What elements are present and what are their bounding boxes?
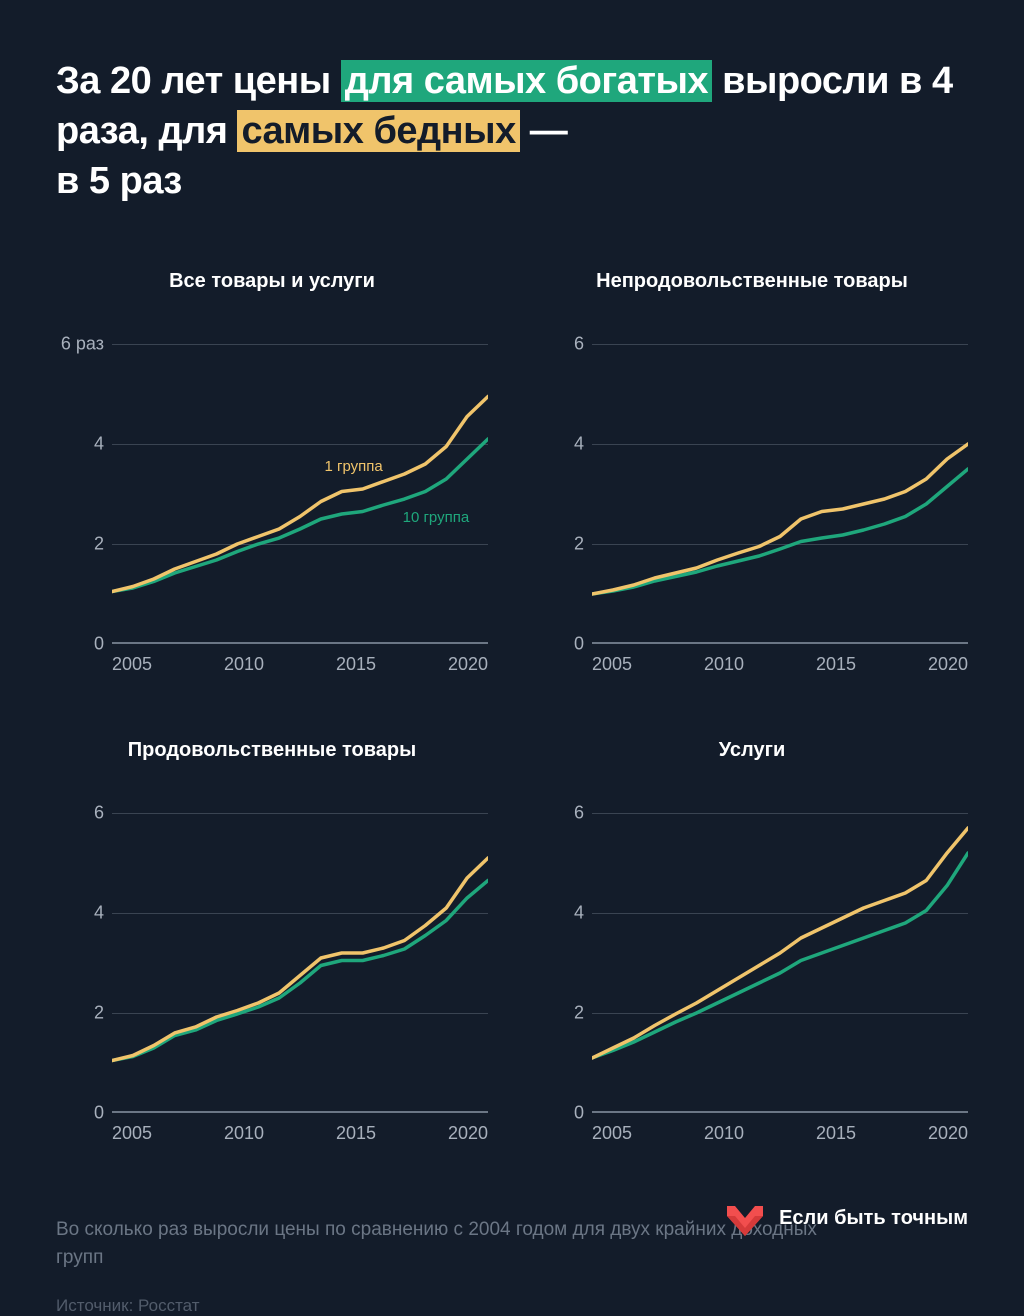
- y-tick-label: 6: [536, 334, 584, 355]
- brand-block: Если быть точным: [725, 1200, 968, 1236]
- y-tick-label: 2: [56, 534, 104, 555]
- footnote: Во сколько раз выросли цены по сравнению…: [56, 1216, 836, 1271]
- y-tick-label: 6: [536, 803, 584, 824]
- y-tick-label: 4: [56, 434, 104, 455]
- y-tick-label: 0: [536, 634, 584, 655]
- x-tick-label: 2015: [816, 654, 856, 675]
- line-poor: [112, 397, 488, 592]
- plot-area: 0246: [592, 344, 968, 644]
- y-tick-label: 4: [56, 903, 104, 924]
- line-poor: [592, 444, 968, 594]
- chart-title: Непродовольственные товары: [536, 270, 968, 324]
- chart-nonfood: Непродовольственные товары02462005201020…: [536, 270, 968, 675]
- source-text: Источник: Росстат: [56, 1296, 968, 1316]
- title-highlight-rich: для самых богатых: [341, 60, 712, 102]
- y-tick-label: 2: [536, 1003, 584, 1024]
- x-tick-label: 2020: [448, 1123, 488, 1144]
- y-tick-label: 4: [536, 903, 584, 924]
- x-tick-label: 2015: [336, 1123, 376, 1144]
- x-tick-label: 2015: [336, 654, 376, 675]
- x-tick-label: 2020: [448, 654, 488, 675]
- line-canvas: [592, 344, 968, 644]
- y-tick-label: 2: [536, 534, 584, 555]
- line-canvas: [112, 813, 488, 1113]
- y-tick-label: 2: [56, 1003, 104, 1024]
- x-tick-label: 2010: [224, 654, 264, 675]
- x-tick-row: 2005 2010 2015 2020: [592, 1123, 968, 1144]
- title-part4: в 5 раз: [56, 160, 182, 202]
- x-tick-label: 2015: [816, 1123, 856, 1144]
- y-tick-label: 0: [56, 634, 104, 655]
- line-canvas: [112, 344, 488, 644]
- y-tick-label: 0: [536, 1103, 584, 1124]
- chart-title: Все товары и услуги: [56, 270, 488, 324]
- x-tick-label: 2010: [224, 1123, 264, 1144]
- brand-text: Если быть точным: [779, 1207, 968, 1230]
- x-tick-row: 2005 2010 2015 2020: [112, 1123, 488, 1144]
- x-tick-label: 2020: [928, 1123, 968, 1144]
- title-part3: —: [530, 110, 568, 152]
- line-poor: [592, 828, 968, 1058]
- x-tick-row: 2005 2010 2015 2020: [112, 654, 488, 675]
- chart-all: Все товары и услуги 0 2 4 6 раз 1 группа 10 гр…: [56, 270, 488, 675]
- x-tick-label: 2005: [592, 654, 632, 675]
- line-poor: [112, 858, 488, 1061]
- x-tick-label: 2005: [112, 654, 152, 675]
- chart-food: Продовольственные товары0246200520102015…: [56, 739, 488, 1144]
- x-tick-label: 2020: [928, 654, 968, 675]
- x-tick-label: 2005: [592, 1123, 632, 1144]
- line-rich: [112, 881, 488, 1061]
- charts-grid: Все товары и услуги 0 2 4 6 раз 1 группа 10 гр…: [56, 270, 968, 1144]
- main-title: За 20 лет цены для самых богатых выросли…: [56, 56, 968, 206]
- x-tick-label: 2010: [704, 654, 744, 675]
- title-highlight-poor: самых бедных: [237, 110, 519, 152]
- series-label-rich: 10 группа: [403, 509, 470, 526]
- chart-title: Услуги: [536, 739, 968, 793]
- y-tick-label: 0: [56, 1103, 104, 1124]
- x-tick-label: 2005: [112, 1123, 152, 1144]
- chart-title: Продовольственные товары: [56, 739, 488, 793]
- plot-area: 0246: [112, 813, 488, 1113]
- plot-area: 0246: [592, 813, 968, 1113]
- title-part1: За 20 лет цены: [56, 60, 331, 102]
- y-tick-label: 6 раз: [56, 334, 104, 355]
- brand-heart-icon: [725, 1200, 765, 1236]
- y-tick-label: 6: [56, 803, 104, 824]
- series-label-poor: 1 группа: [324, 458, 382, 475]
- x-tick-label: 2010: [704, 1123, 744, 1144]
- x-tick-row: 2005 2010 2015 2020: [592, 654, 968, 675]
- y-tick-label: 4: [536, 434, 584, 455]
- chart-services: Услуги02462005201020152020: [536, 739, 968, 1144]
- line-canvas: [592, 813, 968, 1113]
- plot-area: 0246 раз1 группа10 группа: [112, 344, 488, 644]
